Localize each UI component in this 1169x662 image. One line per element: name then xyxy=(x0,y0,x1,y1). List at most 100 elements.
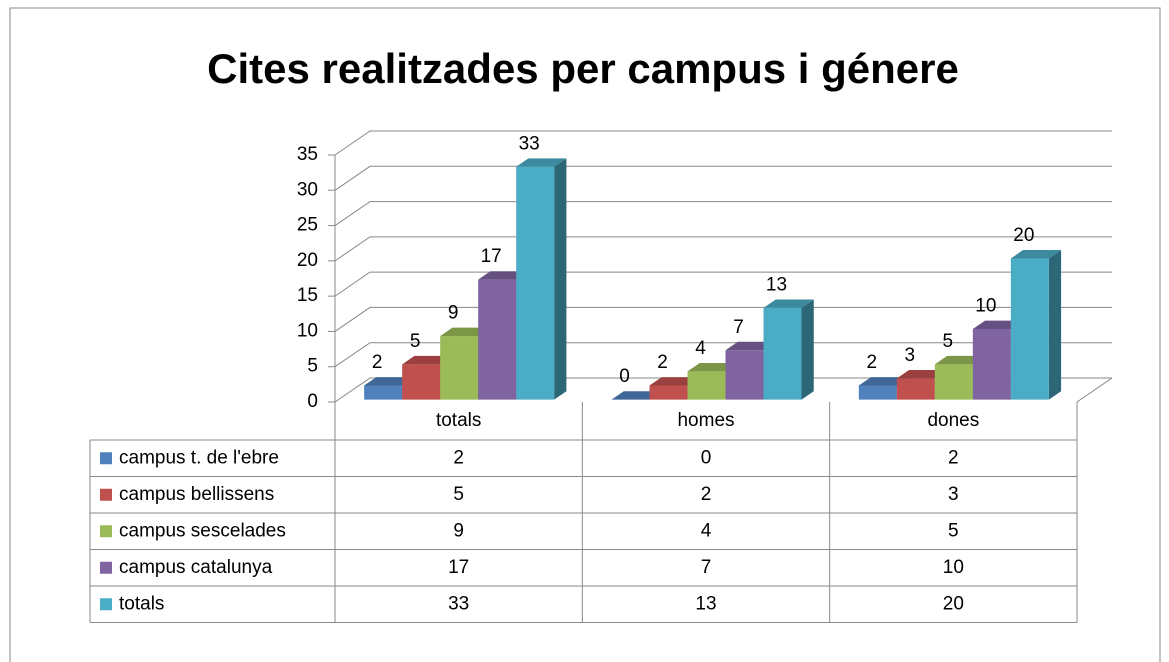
chart-frame xyxy=(9,7,1161,662)
data-label: 5 xyxy=(943,331,954,352)
bar-front xyxy=(440,336,479,400)
floor-edge xyxy=(1076,377,1113,403)
bar xyxy=(1010,250,1062,400)
grid-line xyxy=(334,306,1112,332)
bar xyxy=(516,158,567,400)
bar-top xyxy=(364,377,415,386)
legend-key xyxy=(100,488,112,501)
bar-top xyxy=(972,320,1024,330)
bar-front xyxy=(725,350,764,400)
y-tick-label: 15 xyxy=(297,285,318,306)
legend-key xyxy=(100,598,112,611)
data-label: 0 xyxy=(619,366,630,387)
grid-line xyxy=(334,130,1112,156)
table-cell: 33 xyxy=(448,593,469,614)
data-label: 7 xyxy=(733,317,744,338)
data-label: 20 xyxy=(1013,225,1034,246)
legend-key xyxy=(100,525,112,538)
y-tick-label: 25 xyxy=(297,215,318,236)
bar-top xyxy=(440,327,491,337)
table-cell: 3 xyxy=(948,484,959,505)
y-tick-label: 10 xyxy=(297,320,318,341)
bar-front xyxy=(364,385,403,400)
table-cell: 0 xyxy=(701,447,712,468)
data-label: 17 xyxy=(481,246,502,267)
data-label: 10 xyxy=(975,296,996,317)
table-cell: 2 xyxy=(948,447,959,468)
bar-top xyxy=(687,362,738,372)
grid-line xyxy=(334,271,1112,297)
data-label: 3 xyxy=(905,345,916,366)
table-cell: 2 xyxy=(701,484,712,505)
data-label: 9 xyxy=(448,303,459,324)
bar-front xyxy=(649,385,688,400)
bar-top xyxy=(934,355,986,365)
data-label: 2 xyxy=(867,352,878,373)
legend-label: campus bellissens xyxy=(119,484,274,505)
legend-label: campus catalunya xyxy=(119,557,273,578)
legend-key xyxy=(100,452,112,465)
bar-front xyxy=(763,307,802,400)
legend-label: campus sescelades xyxy=(119,520,286,541)
legend-label: campus t. de l'ebre xyxy=(119,447,279,468)
grid-line xyxy=(334,236,1112,262)
bar-front xyxy=(687,371,726,400)
bar-front xyxy=(516,166,555,400)
bar-front xyxy=(858,385,897,400)
table-cell: 7 xyxy=(701,557,712,578)
chart-title: Cites realitzades per campus i génere xyxy=(207,45,959,92)
bar-top xyxy=(478,271,529,280)
bar-top xyxy=(725,341,776,351)
table-cell: 4 xyxy=(701,520,712,541)
bar-top xyxy=(516,158,567,167)
table-cell: 17 xyxy=(448,557,469,578)
bar xyxy=(611,391,662,400)
grid-line xyxy=(334,201,1112,226)
bar-top xyxy=(611,391,662,400)
data-label: 13 xyxy=(766,274,787,295)
data-label: 33 xyxy=(519,133,540,154)
table-cell: 10 xyxy=(943,557,964,578)
table-header: homes xyxy=(677,410,734,431)
data-label: 2 xyxy=(657,352,668,373)
bar-top xyxy=(649,377,700,386)
table-cell: 2 xyxy=(453,447,464,468)
bar-front xyxy=(402,364,441,400)
grid-line xyxy=(334,377,1112,403)
bar-top xyxy=(1010,250,1062,259)
bar-front xyxy=(972,329,1011,400)
table-cell: 9 xyxy=(453,520,464,541)
bar-top xyxy=(896,370,948,379)
table-cell: 5 xyxy=(453,484,464,505)
legend-label: totals xyxy=(119,593,164,614)
grid-line xyxy=(334,165,1112,191)
table-cell: 5 xyxy=(948,520,959,541)
bar-front xyxy=(478,279,517,400)
data-label: 2 xyxy=(372,352,383,373)
y-tick-label: 30 xyxy=(297,179,318,200)
bar-side xyxy=(554,158,567,400)
bar-front xyxy=(934,364,973,400)
bar-front xyxy=(896,378,935,400)
bar-side xyxy=(801,299,814,400)
bar-side xyxy=(1048,250,1062,400)
y-tick-label: 20 xyxy=(297,250,318,271)
bar-top xyxy=(858,377,910,386)
bar-top xyxy=(763,299,814,308)
y-tick-label: 0 xyxy=(307,391,318,412)
y-tick-label: 5 xyxy=(307,356,318,377)
y-tick-label: 35 xyxy=(297,144,318,165)
data-label: 5 xyxy=(410,331,421,352)
legend-key xyxy=(100,561,112,574)
bar-top xyxy=(402,355,453,365)
data-label: 4 xyxy=(695,338,706,359)
table-cell: 13 xyxy=(695,593,716,614)
table-cell: 20 xyxy=(943,593,964,614)
bar-front xyxy=(1010,258,1049,400)
bar xyxy=(763,299,814,400)
table-header: dones xyxy=(927,410,979,431)
table-header: totals xyxy=(436,410,481,431)
grid-line xyxy=(334,342,1112,368)
